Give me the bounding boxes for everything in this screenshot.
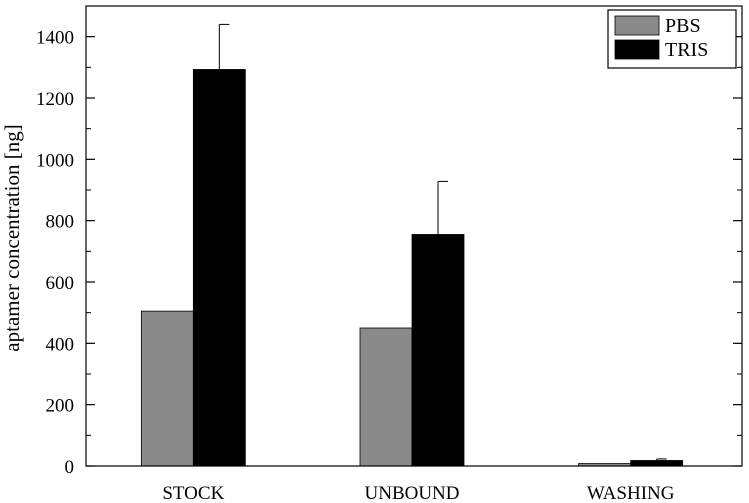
- bar-pbs-unbound: [359, 327, 413, 467]
- y-axis-ticks: 0 200 400 600 800 1000 1200 1400: [36, 28, 742, 478]
- legend-swatch-pbs: [614, 15, 660, 36]
- bars: [140, 69, 684, 467]
- y-tick-label: 1400: [36, 28, 74, 49]
- y-minor-ticks: [86, 5, 742, 436]
- bar-tris-washing: [630, 460, 684, 467]
- bar-pbs-stock: [140, 310, 194, 467]
- y-tick-label: 1200: [36, 89, 74, 110]
- y-tick-label: 200: [46, 396, 75, 417]
- y-axis-title: aptamer concentration [ng]: [0, 124, 24, 351]
- x-category-label: STOCK: [162, 483, 224, 503]
- bar-tris-unbound: [411, 234, 465, 467]
- bar-tris-stock: [192, 69, 246, 467]
- y-tick-label: 400: [46, 334, 75, 355]
- x-category-label: UNBOUND: [365, 483, 460, 503]
- x-category-label: WASHING: [587, 483, 675, 503]
- legend-label-pbs: PBS: [665, 15, 701, 37]
- legend-swatch-tris: [614, 39, 660, 60]
- y-tick-label: 800: [46, 212, 75, 233]
- error-bars: [218, 23, 667, 461]
- y-tick-label: 600: [46, 273, 75, 294]
- plot-frame: [85, 5, 743, 467]
- legend-label-tris: TRIS: [665, 39, 708, 61]
- x-axis-categories: STOCK UNBOUND WASHING: [162, 483, 674, 503]
- y-tick-label: 1000: [36, 150, 74, 171]
- y-tick-label: 0: [65, 457, 75, 478]
